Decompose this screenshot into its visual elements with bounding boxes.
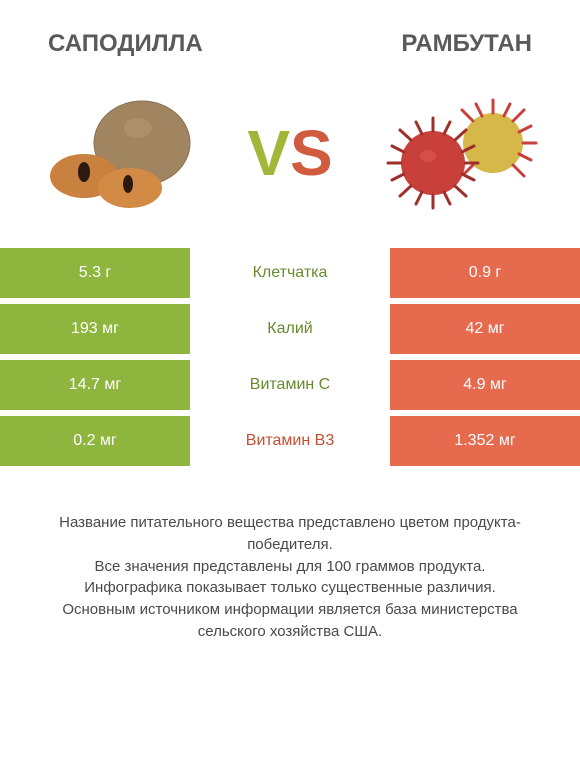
right-title: РАМБУТАН [401,30,532,58]
table-row: 193 мгКалий42 мг [0,304,580,354]
right-value: 4.9 мг [390,360,580,410]
rambutan-image [378,88,538,218]
sapodilla-image [42,88,202,218]
footer-notes: Название питательного вещества представл… [0,472,580,663]
images-row: VS [0,78,580,248]
right-value: 0.9 г [390,248,580,298]
left-title: САПОДИЛЛА [48,30,203,58]
left-value: 14.7 мг [0,360,190,410]
left-value: 193 мг [0,304,190,354]
footer-line1: Название питательного вещества представл… [30,512,550,556]
nutrient-name: Витамин B3 [190,416,390,466]
footer-line2: Все значения представлены для 100 граммо… [30,556,550,578]
footer-line4: Основным источником информации является … [30,599,550,643]
nutrient-name: Витамин C [190,360,390,410]
footer-line3: Инфографика показывает только существенн… [30,577,550,599]
left-value: 0.2 мг [0,416,190,466]
vs-label: VS [247,121,332,185]
right-value: 42 мг [390,304,580,354]
vs-s: S [290,117,333,189]
nutrient-table: 5.3 гКлетчатка0.9 г 193 мгКалий42 мг 14.7 … [0,248,580,466]
nutrient-name: Калий [190,304,390,354]
left-value: 5.3 г [0,248,190,298]
nutrient-name: Клетчатка [190,248,390,298]
vs-v: V [247,117,290,189]
table-row: 5.3 гКлетчатка0.9 г [0,248,580,298]
table-row: 0.2 мгВитамин B31.352 мг [0,416,580,466]
right-value: 1.352 мг [390,416,580,466]
header: САПОДИЛЛА РАМБУТАН [0,0,580,78]
table-row: 14.7 мгВитамин C4.9 мг [0,360,580,410]
